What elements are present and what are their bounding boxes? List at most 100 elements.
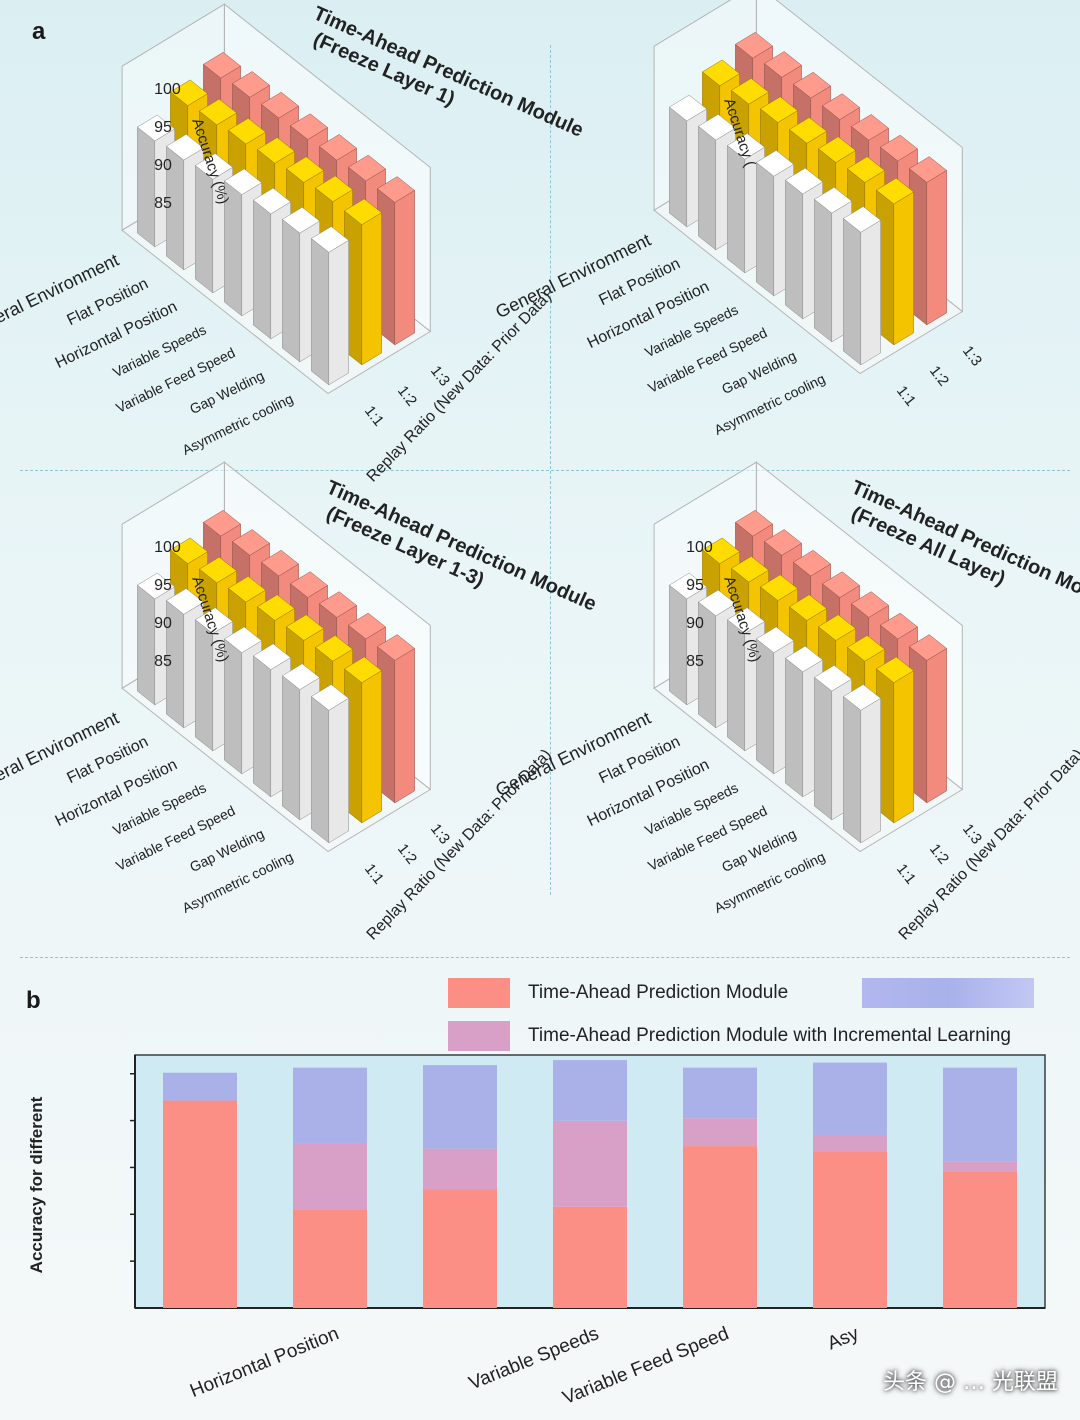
bar-3d-top <box>813 664 853 692</box>
bar-3d-top <box>289 113 329 140</box>
bar-3d-side <box>669 584 688 706</box>
bar-3d-side <box>698 125 717 251</box>
bar-3d-top <box>285 156 325 183</box>
bar-3d-top <box>763 51 803 78</box>
bar-segment <box>683 1118 757 1147</box>
bar-3d-side <box>137 126 156 248</box>
bar-3d-top <box>784 645 824 673</box>
bar-3d-top <box>194 607 234 634</box>
bar-3d-side <box>253 199 272 340</box>
bar-3d-top <box>289 571 329 598</box>
bar-3d-top <box>846 635 886 662</box>
bar-3d-top <box>256 137 296 164</box>
bar-3d-front <box>893 670 914 824</box>
legend-item-incremental: Time-Ahead Prediction Module with Increm… <box>448 1021 1011 1051</box>
bar-3d-top <box>875 656 915 684</box>
bar-3d-top <box>726 607 766 634</box>
bar-segment <box>423 1189 497 1308</box>
z-tick-label: 90 <box>154 157 172 174</box>
bar-3d-top <box>788 594 828 621</box>
bar-segment <box>943 1171 1017 1308</box>
bar-3d-top <box>318 134 358 161</box>
bar-3d-top <box>792 71 832 99</box>
bar-3d-top <box>169 79 209 107</box>
bar-segment <box>943 1161 1017 1172</box>
bar-3d-top <box>726 133 766 160</box>
quadrant-divider-horizontal <box>20 470 1070 471</box>
z-tick-label: 90 <box>154 615 172 632</box>
category-label: General Environment <box>492 708 654 801</box>
bar-3d-top <box>817 614 857 641</box>
z-tick-label: 90 <box>686 615 704 632</box>
bar-segment <box>553 1060 627 1121</box>
bar-3d-top <box>223 168 263 196</box>
bar-3d-top <box>792 549 832 577</box>
bar-3d-front <box>926 169 947 326</box>
bar-3d-side <box>756 161 775 297</box>
bar-3d-side <box>282 675 301 821</box>
bar-3d-top <box>227 575 267 603</box>
z-tick-label: 85 <box>686 653 704 670</box>
bar-3d-top <box>343 198 383 226</box>
replay-ratio-tick: 1:1 <box>361 403 387 430</box>
bar-3d-top <box>697 113 737 141</box>
bar-3d-top <box>260 549 300 577</box>
bar-3d-top <box>202 509 242 537</box>
bar-3d-top <box>755 626 795 654</box>
panel-b-stacked-bar-chart: Accuracy for different Horizontal Positio… <box>27 1054 1046 1409</box>
x-tick-label: Asy <box>825 1323 863 1355</box>
bar-segment <box>553 1120 627 1207</box>
bar-3d-side <box>253 655 272 798</box>
bar-3d-top <box>198 556 238 584</box>
bar-3d-front <box>926 647 947 804</box>
bar-3d-front <box>860 219 881 366</box>
panel-label-a: a <box>32 18 46 45</box>
bar-segment <box>423 1065 497 1149</box>
legend-swatch-incremental <box>448 1021 510 1051</box>
bar-3d-front <box>328 697 349 844</box>
bar-3d-top <box>879 134 919 162</box>
bar-3d-top <box>759 574 799 601</box>
bar-3d-top <box>842 206 882 233</box>
bar-3d-top <box>202 51 242 79</box>
bar-3d-top <box>668 572 708 600</box>
legend: Time-Ahead Prediction Module Time-Ahead … <box>448 975 1058 1055</box>
legend-label-incremental: Time-Ahead Prediction Module with Increm… <box>528 1025 1011 1046</box>
bar-3d-top <box>846 156 886 183</box>
bar-3d-top <box>136 572 176 600</box>
z-tick-label: 95 <box>686 577 704 594</box>
replay-ratio-tick: 1:2 <box>926 841 952 868</box>
bar-3d-top <box>136 114 176 142</box>
z-tick-label: 100 <box>686 539 713 556</box>
bar-3d-top <box>231 71 271 98</box>
bar-3d-top <box>908 634 948 661</box>
bar-3d-front <box>361 670 382 824</box>
section-divider <box>20 957 1070 958</box>
bar-3d-side <box>814 676 833 821</box>
bar-3d-side <box>137 584 156 706</box>
bar-3d-top <box>701 59 741 87</box>
bar-3d-front <box>328 239 349 386</box>
bar-segment <box>553 1206 627 1308</box>
bar-3d-front <box>394 189 415 346</box>
legend-item-prediction: Time-Ahead Prediction Module <box>448 978 788 1008</box>
bar-3d-top <box>821 571 861 598</box>
replay-ratio-tick: 1:2 <box>394 383 420 410</box>
bar-3d-top <box>310 226 350 253</box>
bar-3d-top <box>343 656 383 684</box>
bar-3d-top <box>198 98 238 126</box>
bar-3d-top <box>169 537 209 565</box>
bar-3d-top <box>376 176 416 203</box>
z-tick-label: 100 <box>154 539 181 556</box>
z-tick-label: 95 <box>154 577 172 594</box>
bar-3d-top <box>908 156 948 183</box>
bar-3d-top <box>850 591 890 618</box>
bar-3d-top <box>734 31 774 59</box>
bar-segment <box>813 1135 887 1152</box>
bar-3d-top <box>231 529 271 556</box>
bar-3d-top <box>252 187 292 215</box>
bar-3d-top <box>281 663 321 690</box>
bar-segment <box>293 1067 367 1144</box>
category-label: General Environment <box>492 230 654 323</box>
bar-3d-top <box>314 175 354 203</box>
